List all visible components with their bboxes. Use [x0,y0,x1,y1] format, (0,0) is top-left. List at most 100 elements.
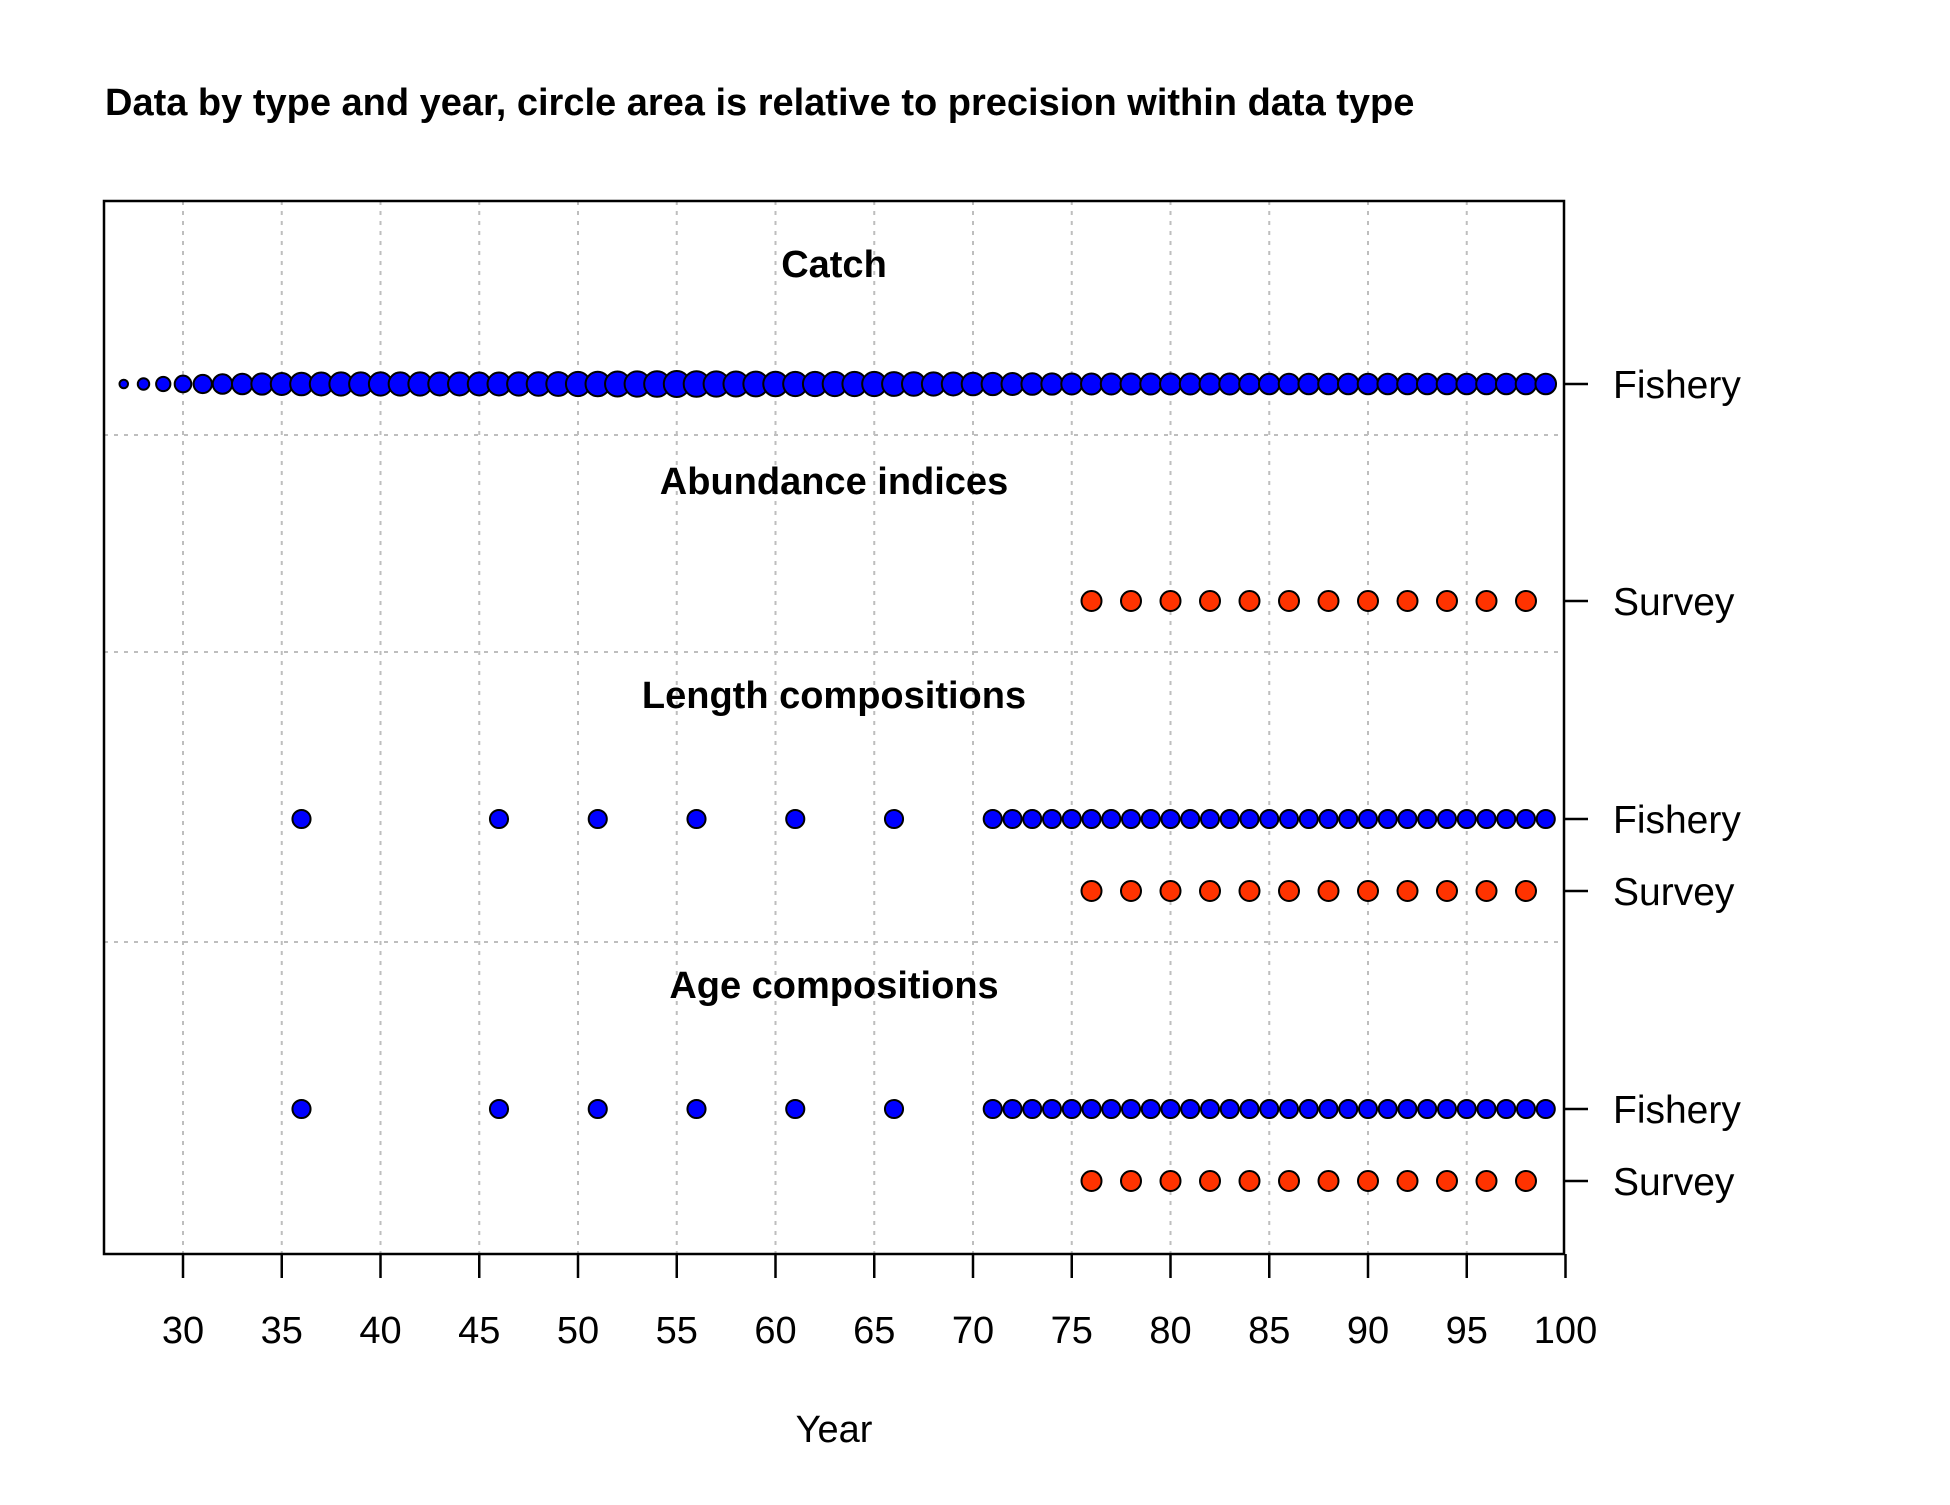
data-point [1080,372,1103,396]
data-point [488,1098,510,1120]
data-point [1178,372,1202,396]
data-point [1159,1170,1182,1192]
data-point [1120,1098,1142,1120]
data-point [1101,1098,1122,1120]
data-point [1278,1170,1300,1192]
fleet-label: Fishery [1613,364,1741,407]
x-tick-label: 100 [1534,1310,1597,1352]
x-tick-label: 45 [458,1310,500,1352]
data-point [1238,1170,1261,1192]
data-point [1396,372,1419,396]
section-title-2: Length compositions [642,675,1026,717]
data-point [1515,590,1537,612]
data-point [1259,808,1280,830]
data-point [1455,372,1479,396]
data-point [1356,372,1380,396]
data-point [1377,1098,1398,1120]
data-point [1534,372,1558,396]
data-point [1199,1170,1221,1192]
data-point [785,1098,806,1120]
data-point [1022,1098,1043,1120]
data-point [883,1098,905,1120]
data-point [1475,880,1498,902]
plot-border [102,199,1566,1256]
data-point [1298,1098,1319,1120]
data-point [173,374,193,394]
data-point [1318,808,1339,830]
x-tick-label: 65 [853,1310,895,1352]
data-point [1080,880,1103,902]
data-point [1396,1170,1419,1192]
data-point [1494,372,1518,396]
data-point [1338,808,1359,830]
data-point [1515,1098,1537,1120]
data-point [1317,880,1340,902]
section-title-3: Age compositions [669,965,998,1007]
data-point [1199,1098,1221,1120]
fleet-label: Fishery [1613,1089,1741,1132]
section-title-0: Catch [781,244,887,286]
data-point [1357,880,1379,902]
data-point [1041,808,1063,830]
section-title-1: Abundance indices [660,461,1008,503]
fleet-axis: Fishery Survey Fishery Survey Fishery Survey [1564,364,1741,1204]
data-point [1476,1098,1497,1120]
data-point [1238,880,1261,902]
data-point [1081,808,1102,830]
data-point [1218,372,1242,396]
data-point [1318,1098,1339,1120]
x-tick-label: 60 [754,1310,796,1352]
data-point [1436,808,1458,830]
x-tick-label: 55 [656,1310,698,1352]
x-axis-label: Year [796,1409,873,1451]
data-point [1456,1098,1477,1120]
x-tick-label: 85 [1248,1310,1290,1352]
fleet-label: Survey [1613,871,1735,914]
data-point [1476,808,1497,830]
data-point [1099,372,1123,396]
data-point [1515,880,1537,902]
data-point [1278,1098,1300,1120]
data-point [1257,372,1281,396]
data-point [1336,372,1360,396]
data-point [1080,1170,1103,1192]
data-point [230,372,254,396]
x-tick-label: 70 [952,1310,994,1352]
data-point [1496,1098,1517,1120]
data-point [686,1098,707,1120]
data-point [1199,808,1221,830]
data-point [1475,372,1498,396]
data-point [1475,1170,1498,1192]
data-point [1278,880,1300,902]
data-point [1199,590,1221,612]
data-point [1219,808,1240,830]
data-point [1022,808,1043,830]
data-point [1199,880,1221,902]
data-point [211,373,234,395]
data-point [1160,1098,1181,1120]
data-point [1515,1170,1537,1192]
data-point [1119,372,1143,396]
fleet-label: Fishery [1613,799,1741,842]
data-point [982,1098,1003,1120]
data-point [1298,808,1319,830]
x-tick-label: 90 [1347,1310,1389,1352]
data-point [1357,808,1379,830]
plot-frame [102,199,1566,1256]
x-tick-label: 95 [1446,1310,1488,1352]
x-tick-label: 40 [359,1310,401,1352]
data-point [982,808,1003,830]
data-point [1061,1098,1082,1120]
data-point [1338,1098,1359,1120]
data-point [1040,372,1064,396]
grid [104,201,1564,1254]
data-point [1377,808,1398,830]
data-point [1417,808,1438,830]
data-point [1436,590,1458,612]
data-point [1277,372,1301,396]
data-point [1436,880,1458,902]
data-points [118,370,1558,1192]
data-point [192,373,213,395]
data-point [1002,808,1023,830]
